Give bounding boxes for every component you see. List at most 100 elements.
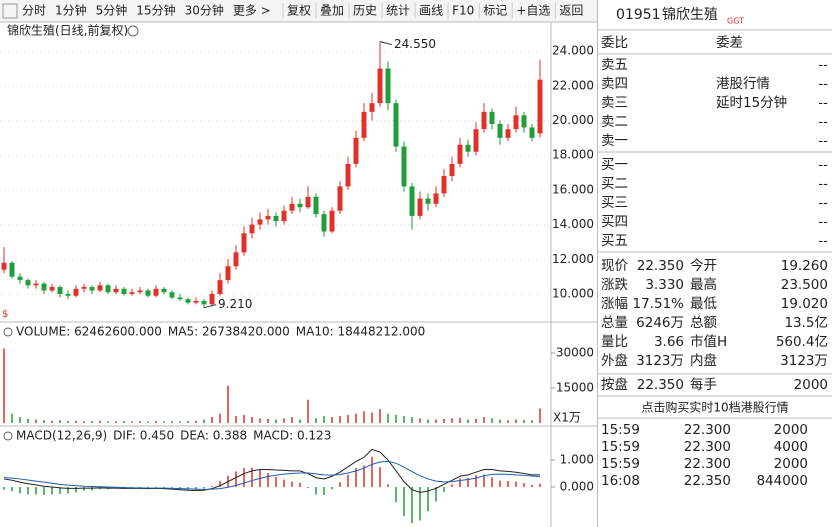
volume-bar (211, 417, 213, 423)
toolbar-button[interactable]: 历史 (353, 4, 377, 18)
candle-body (153, 288, 159, 296)
candle-body (57, 287, 63, 294)
dropdown-icon[interactable] (3, 327, 13, 337)
toolbar-button[interactable]: 画线 (419, 4, 443, 18)
candle-body (137, 290, 143, 293)
annotation: 24.550 (394, 37, 436, 51)
candle-body (385, 68, 391, 104)
volume-bar (171, 421, 173, 423)
level-value: -- (818, 195, 828, 211)
level-label: 卖五 (601, 57, 628, 73)
macd-line (3, 448, 540, 493)
candle-body (217, 280, 223, 294)
volume-bar (291, 417, 293, 423)
menu-icon[interactable] (2, 3, 18, 19)
marker: $ (2, 309, 8, 320)
toolbar-button[interactable]: 复权 (287, 4, 311, 18)
trade-volume: 2000 (774, 422, 808, 438)
volume-bar (123, 420, 125, 423)
candle-body (193, 300, 199, 303)
candle-body (113, 288, 119, 293)
candle-body (225, 266, 231, 281)
volume-bar (355, 413, 357, 423)
volume-bar (163, 421, 165, 423)
candle-body (345, 163, 351, 187)
label: 委差 (716, 35, 743, 51)
candle-body (369, 103, 375, 112)
toolbar-button[interactable]: F10 (452, 4, 474, 18)
candle-body (49, 287, 55, 291)
toolbar-button[interactable]: +自选 (516, 4, 550, 18)
volume-bar (531, 420, 533, 423)
promo-link[interactable]: 点击购买实时10档港股行情 (641, 400, 788, 415)
toolbar-button[interactable]: 叠加 (320, 4, 344, 18)
candle-body (361, 111, 367, 138)
stat-value: 23.500 (781, 277, 828, 293)
candle-body (409, 186, 415, 216)
toolbar-button[interactable]: 分时 (22, 4, 46, 18)
candle-body (457, 144, 463, 164)
candle-body (497, 123, 503, 138)
dropdown-icon[interactable] (3, 431, 13, 441)
trade-time: 16:08 (601, 473, 640, 489)
volume-bar (251, 417, 253, 423)
level-label: 买三 (601, 195, 628, 211)
stat-label: 最低 (690, 296, 718, 312)
volume-bar (403, 416, 405, 423)
volume-bar (395, 414, 397, 423)
y-tick-label: 18.000 (552, 148, 594, 162)
volume-bar (219, 413, 221, 423)
stat-value: 19.260 (781, 258, 828, 274)
trade-price: 22.300 (684, 439, 731, 455)
volume-bar (59, 420, 61, 423)
y-tick-label: 22.000 (552, 78, 594, 92)
toolbar-button[interactable]: 标记 (483, 4, 507, 18)
candle-body (25, 280, 31, 286)
volume-bar (451, 418, 453, 423)
candle-body (273, 215, 279, 222)
stat-value: 2000 (794, 377, 828, 393)
toolbar-button[interactable]: 1分钟 (55, 3, 87, 18)
candle-body (81, 287, 87, 289)
candle-body (33, 283, 39, 286)
stat-value: 560.4亿 (776, 334, 828, 350)
level-label: 买二 (601, 176, 628, 192)
candle-body (481, 111, 487, 130)
legend-entry: MA10: 18448212.000 (296, 325, 426, 339)
volume-bar (195, 420, 197, 423)
dropdown-icon[interactable] (127, 25, 139, 37)
y-tick-label: 30000 (556, 346, 594, 360)
stat-label: 每手 (690, 377, 717, 393)
toolbar-button[interactable]: 5分钟 (96, 3, 128, 18)
candle-body (513, 115, 519, 130)
volume-bar (259, 418, 261, 423)
volume-bar (27, 418, 29, 423)
toolbar-button[interactable]: 15分钟 (136, 3, 175, 18)
toolbar-button[interactable]: 统计 (386, 4, 410, 18)
volume-bar (411, 417, 413, 423)
volume-bar (75, 420, 77, 423)
stat-label: 今开 (690, 258, 717, 274)
candle-body (433, 193, 439, 204)
stat-label: 总额 (690, 315, 718, 331)
volume-bar (67, 420, 69, 423)
toolbar-button[interactable]: 更多 > (233, 4, 271, 18)
volume-bar (283, 418, 285, 423)
stat-value: 6246万 (636, 315, 684, 331)
candle-body (145, 290, 151, 296)
legend-entry: MACD: 0.123 (253, 429, 331, 443)
stat-label: 量比 (601, 334, 628, 350)
toolbar-button[interactable]: 30分钟 (185, 3, 224, 18)
stat-value: 3123万 (780, 353, 828, 369)
volume-bar (51, 420, 53, 423)
volume-bar (203, 419, 205, 423)
volume-bar (475, 418, 477, 423)
legend-entry: DIF: 0.450 (113, 429, 174, 443)
candle-body (529, 127, 535, 138)
y-tick-label: 15000 (556, 381, 594, 395)
stat-value: 22.350 (637, 377, 684, 393)
candle-body (505, 129, 511, 138)
toolbar-button[interactable]: 返回 (559, 4, 583, 18)
